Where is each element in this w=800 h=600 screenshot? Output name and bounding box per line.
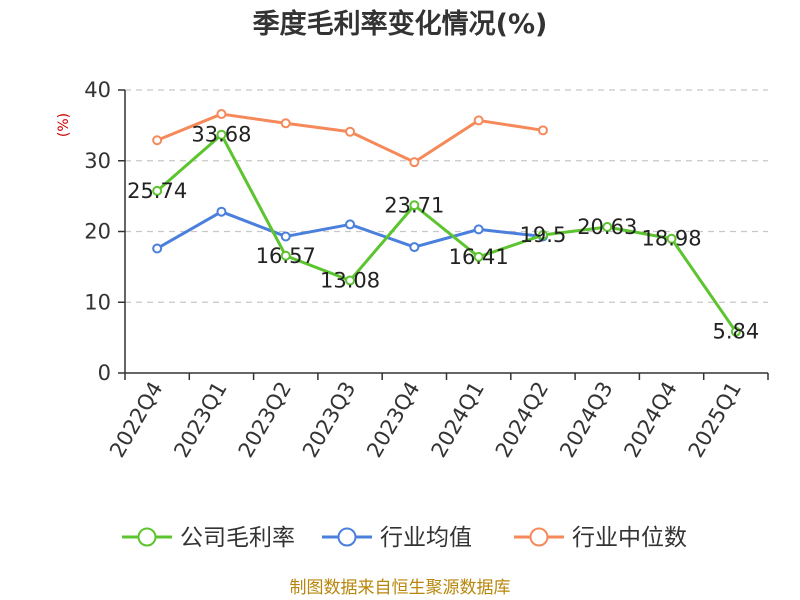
y-tick-label: 30 [84, 149, 111, 173]
x-tick-label: 2024Q2 [491, 378, 553, 462]
chart-title: 季度毛利率变化情况(%) [253, 8, 548, 40]
x-tick-label: 2024Q4 [619, 378, 681, 462]
y-tick-label: 40 [84, 78, 111, 102]
data-point [152, 243, 163, 254]
data-label: 16.57 [256, 244, 316, 268]
data-label: 16.41 [449, 245, 509, 269]
data-point [602, 222, 613, 233]
data-label: 5.84 [712, 320, 759, 344]
x-tick-label: 2023Q1 [169, 378, 231, 462]
legend-marker [137, 527, 157, 547]
data-point [473, 251, 484, 262]
data-label: 13.08 [320, 268, 380, 292]
legend-label: 行业均值 [380, 525, 472, 551]
data-point [345, 126, 356, 137]
data-point [280, 250, 291, 261]
data-point [666, 233, 677, 244]
data-label: 25.74 [127, 179, 187, 203]
data-label: 33.68 [191, 123, 251, 147]
data-point [216, 129, 227, 140]
series-line [156, 210, 544, 250]
data-label: 23.71 [384, 193, 444, 217]
x-tick-label: 2024Q1 [427, 378, 489, 462]
data-point [152, 135, 163, 146]
data-point [216, 109, 227, 120]
y-tick-label: 0 [98, 361, 111, 385]
y-tick-label: 10 [84, 290, 111, 314]
x-tick-label: 2023Q4 [362, 378, 424, 462]
data-point [409, 200, 420, 211]
x-tick-label: 2023Q2 [234, 378, 296, 462]
legend: 公司毛利率 行业均值 行业中位数 [122, 525, 687, 551]
y-tick-label: 20 [84, 220, 111, 244]
series-layer [152, 109, 741, 337]
x-tick-label: 2022Q4 [105, 378, 167, 462]
data-source-note: 制图数据来自恒生聚源数据库 [290, 578, 511, 598]
x-tick-label: 2025Q1 [684, 378, 746, 462]
x-tick-label: 2024Q3 [555, 378, 617, 462]
legend-label: 行业中位数 [572, 525, 687, 551]
data-label: 18.98 [641, 227, 701, 251]
data-point [280, 231, 291, 242]
series-line [156, 133, 738, 333]
data-point [537, 230, 548, 241]
data-point [537, 125, 548, 136]
data-point [345, 275, 356, 286]
data-point [730, 326, 741, 337]
data-point [409, 242, 420, 253]
legend-marker [529, 527, 549, 547]
data-label: 20.63 [577, 215, 637, 239]
data-point [152, 185, 163, 196]
data-point [216, 206, 227, 217]
data-point [473, 115, 484, 126]
data-point [280, 118, 291, 129]
data-point [473, 224, 484, 235]
data-point [345, 219, 356, 230]
x-tick-label: 2023Q3 [298, 378, 360, 462]
data-point [409, 157, 420, 168]
legend-marker [337, 527, 357, 547]
legend-label: 公司毛利率 [180, 525, 295, 551]
data-label: 19.5 [520, 223, 567, 247]
y-axis-label: (%) [56, 113, 72, 137]
